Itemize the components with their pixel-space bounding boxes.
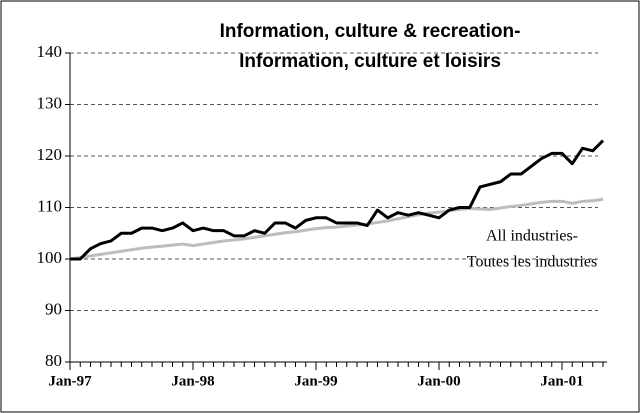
x-tick-label: Jan-98 (171, 373, 214, 389)
series-line (69, 197, 604, 261)
y-tick-label: 140 (37, 42, 63, 61)
x-tick-label: Jan-99 (294, 373, 337, 389)
y-tick-label: 100 (37, 248, 63, 267)
y-tick-label: 80 (45, 351, 62, 370)
y-tick-label: 110 (37, 196, 62, 215)
y-tick-label: 130 (37, 93, 63, 112)
annotation: Toutes les industries (467, 254, 597, 271)
x-tick-label: Jan-97 (48, 373, 92, 389)
x-tick-label: Jan-01 (540, 373, 583, 389)
y-tick-label: 120 (37, 145, 63, 164)
annotation: All industries- (486, 228, 578, 245)
chart-title: Information, culture et loisirs (239, 51, 501, 72)
series-line (70, 139, 605, 261)
x-tick-label: Jan-00 (417, 373, 460, 389)
chart-title: Information, culture & recreation- (220, 21, 521, 42)
y-tick-label: 90 (45, 299, 62, 318)
